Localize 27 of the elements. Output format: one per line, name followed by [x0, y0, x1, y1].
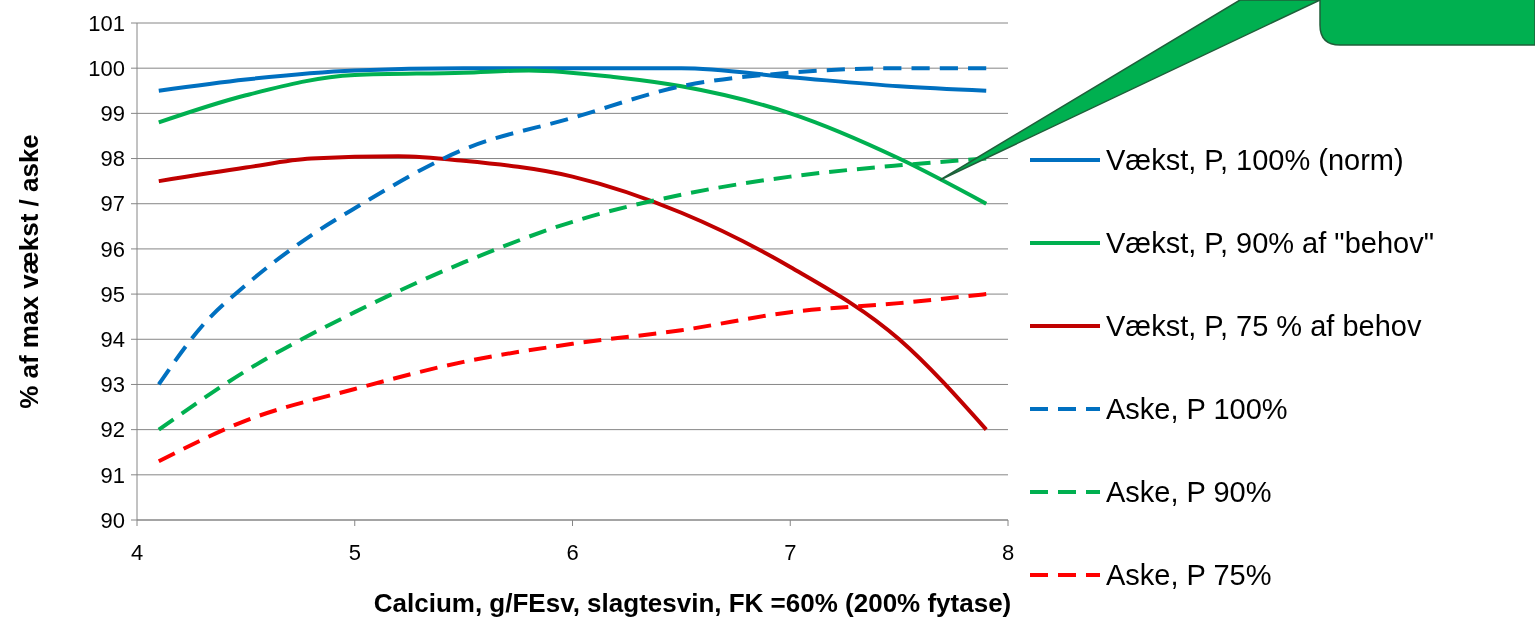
legend-label: Aske, P 90%: [1106, 476, 1272, 509]
x-tick-label: 5: [348, 540, 361, 565]
y-tick-label: 99: [100, 101, 125, 127]
x-tick-label: 4: [130, 540, 144, 565]
legend-label: Vækst, P, 100% (norm): [1106, 144, 1404, 177]
x-tick-label: 6: [566, 540, 579, 565]
x-tick-label: 8: [1001, 540, 1015, 565]
legend-label: Vækst, P, 90% af "behov": [1106, 227, 1434, 260]
line-series: [156, 66, 989, 387]
y-tick-label: 97: [100, 191, 125, 217]
y-tick-label: 94: [100, 326, 125, 352]
line-series: [156, 292, 989, 464]
y-tick-label: 93: [100, 372, 125, 398]
y-tick-label: 95: [100, 281, 125, 307]
x-tick-label: 7: [784, 540, 797, 565]
legend-label: Aske, P 100%: [1106, 393, 1288, 426]
y-tick-label: 91: [100, 462, 125, 488]
y-tick-label: 100: [88, 55, 125, 81]
y-tick-label: 101: [88, 10, 125, 36]
x-axis-title: Calcium, g/FEsv, slagtesvin, FK =60% (200% fytase): [373, 588, 1012, 618]
y-axis-title: % af max vækst / aske: [14, 134, 44, 409]
legend-label: Vækst, P, 75 % af behov: [1106, 310, 1422, 343]
y-tick-label: 96: [100, 236, 125, 262]
y-tick-label: 90: [100, 507, 125, 533]
y-tick-label: 92: [100, 417, 125, 443]
y-tick-label: 98: [100, 146, 125, 172]
legend-label: Aske, P 75%: [1106, 559, 1272, 592]
